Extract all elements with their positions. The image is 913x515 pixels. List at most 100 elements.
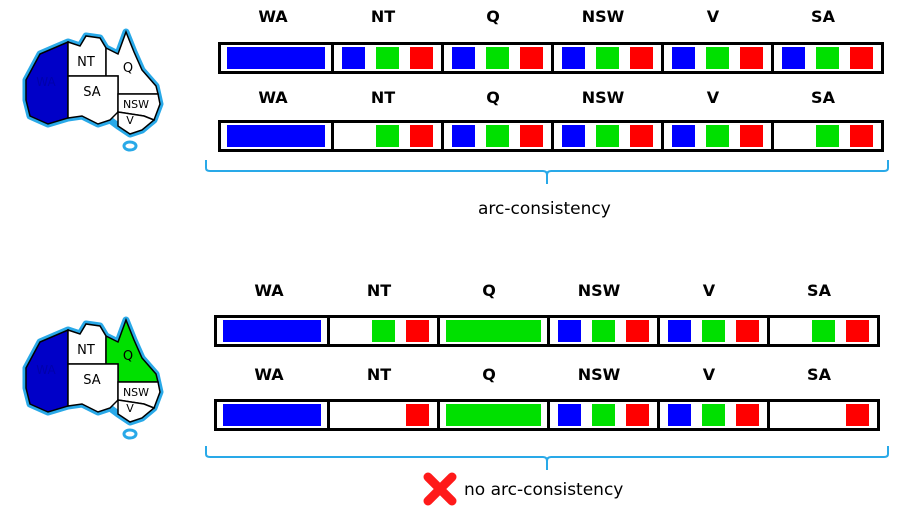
domain-value-red: [846, 320, 869, 342]
column-header-wa: WA: [258, 7, 288, 26]
domain-cell-q: [437, 402, 547, 428]
domain-value-green: [372, 320, 395, 342]
domain-row: [214, 315, 880, 347]
domain-value-green: [816, 47, 839, 69]
australia-map: WA NT Q SA NSW V: [22, 316, 164, 440]
domain-cell-v: [657, 402, 767, 428]
domain-value-green: [702, 320, 725, 342]
curly-brace: [205, 160, 889, 184]
domain-value-red: [846, 404, 869, 426]
domain-cell-q: [437, 318, 547, 344]
domain-cell-q: [441, 45, 551, 71]
domain-value-blue: [452, 47, 475, 69]
column-header-sa: SA: [811, 88, 835, 107]
domain-value-blue: [452, 125, 475, 147]
assigned-value-bar: [223, 404, 321, 426]
assigned-value-bar: [223, 320, 321, 342]
domain-value-red: [406, 404, 429, 426]
map-label-q: Q: [123, 61, 133, 76]
map-state-v: [117, 399, 156, 423]
column-header-nt: NT: [370, 7, 396, 26]
domain-cell-nt: [327, 318, 437, 344]
domain-cell-wa: [221, 45, 331, 71]
domain-value-green: [376, 125, 399, 147]
domain-value-red: [850, 47, 873, 69]
australia-map: WA NT Q SA NSW V: [22, 28, 164, 152]
column-header-q: Q: [482, 365, 496, 384]
domain-cell-sa: [767, 318, 877, 344]
domain-value-blue: [562, 47, 585, 69]
domain-value-red: [626, 404, 649, 426]
domain-value-blue: [668, 404, 691, 426]
column-header-q: Q: [486, 88, 500, 107]
curly-brace: [205, 446, 889, 470]
domain-value-red: [736, 320, 759, 342]
domain-value-red: [630, 125, 653, 147]
domain-value-green: [706, 125, 729, 147]
domain-cell-q: [441, 123, 551, 149]
column-header-q: Q: [482, 281, 496, 300]
domain-row: [218, 42, 884, 74]
column-header-nt: NT: [366, 365, 392, 384]
map-state-wa: [25, 40, 69, 125]
domain-value-red: [410, 125, 433, 147]
caption: no arc-consistency: [464, 480, 624, 500]
domain-value-blue: [782, 47, 805, 69]
column-header-q: Q: [486, 7, 500, 26]
domain-value-green: [596, 47, 619, 69]
domain-cell-nsw: [551, 123, 661, 149]
domain-cell-nt: [327, 402, 437, 428]
caption: arc-consistency: [478, 199, 611, 219]
column-header-v: V: [706, 7, 720, 26]
domain-value-red: [520, 125, 543, 147]
domain-value-red: [626, 320, 649, 342]
column-header-wa: WA: [254, 281, 284, 300]
map-label-sa: SA: [83, 85, 100, 100]
domain-value-blue: [342, 47, 365, 69]
domain-cell-sa: [767, 402, 877, 428]
domain-value-green: [706, 47, 729, 69]
column-header-v: V: [702, 281, 716, 300]
domain-value-red: [850, 125, 873, 147]
domain-value-red: [630, 47, 653, 69]
column-header-nt: NT: [366, 281, 392, 300]
map-state-tasmania: [122, 428, 138, 440]
domain-value-green: [596, 125, 619, 147]
column-header-nsw: NSW: [581, 88, 625, 107]
domain-value-blue: [672, 125, 695, 147]
domain-value-red: [740, 47, 763, 69]
column-header-sa: SA: [807, 281, 831, 300]
map-state-sa: [67, 363, 119, 413]
domain-cell-v: [657, 318, 767, 344]
domain-cell-nsw: [551, 45, 661, 71]
map-label-nsw: NSW: [123, 386, 149, 399]
domain-value-green: [486, 47, 509, 69]
domain-cell-v: [661, 123, 771, 149]
domain-value-green: [592, 320, 615, 342]
domain-cell-sa: [771, 123, 881, 149]
domain-value-blue: [558, 320, 581, 342]
domain-value-red: [520, 47, 543, 69]
domain-value-red: [740, 125, 763, 147]
domain-cell-v: [661, 45, 771, 71]
column-header-nt: NT: [370, 88, 396, 107]
column-header-v: V: [706, 88, 720, 107]
column-header-wa: WA: [254, 365, 284, 384]
domain-value-green: [702, 404, 725, 426]
domain-cell-nt: [331, 45, 441, 71]
column-header-sa: SA: [811, 7, 835, 26]
domain-cell-nsw: [547, 402, 657, 428]
map-label-wa: WA: [36, 363, 56, 377]
domain-cell-nsw: [547, 318, 657, 344]
map-label-nt: NT: [77, 343, 95, 358]
failure-x-icon: [423, 472, 457, 506]
domain-value-blue: [672, 47, 695, 69]
domain-value-red: [736, 404, 759, 426]
domain-value-red: [406, 320, 429, 342]
map-state-wa: [25, 328, 69, 413]
domain-value-green: [486, 125, 509, 147]
domain-value-green: [816, 125, 839, 147]
domain-row: [214, 399, 880, 431]
column-header-nsw: NSW: [577, 281, 621, 300]
